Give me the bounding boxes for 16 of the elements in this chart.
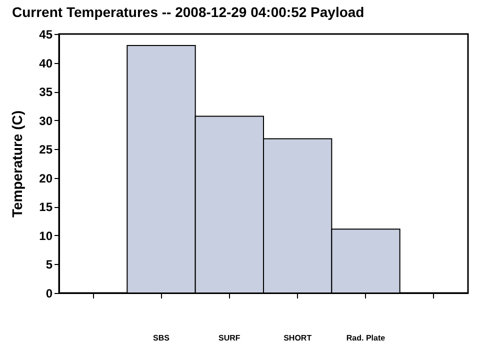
y-tick-label: 10	[39, 228, 53, 243]
y-tick-label: 45	[39, 28, 53, 42]
y-tick-label: 20	[39, 171, 53, 186]
y-tick-label: 30	[39, 114, 53, 128]
y-tick-label: 0	[46, 286, 53, 300]
y-tick-label: 25	[39, 142, 53, 157]
x-tick-label: SHORT	[284, 334, 312, 342]
chart-title: Current Temperatures -- 2008-12-29 04:00:52 Payload	[12, 4, 364, 20]
y-tick-label: 15	[39, 200, 53, 214]
y-tick-label: 35	[39, 85, 53, 100]
x-tick-label: SBS	[153, 334, 170, 342]
x-tick-label: Rad. Plate	[346, 334, 386, 342]
y-tick-label: 40	[39, 56, 53, 70]
x-tick-label: SURF	[218, 334, 240, 342]
y-tick-label: 5	[46, 258, 53, 272]
y-axis-title: Temperature (C)	[9, 110, 26, 218]
